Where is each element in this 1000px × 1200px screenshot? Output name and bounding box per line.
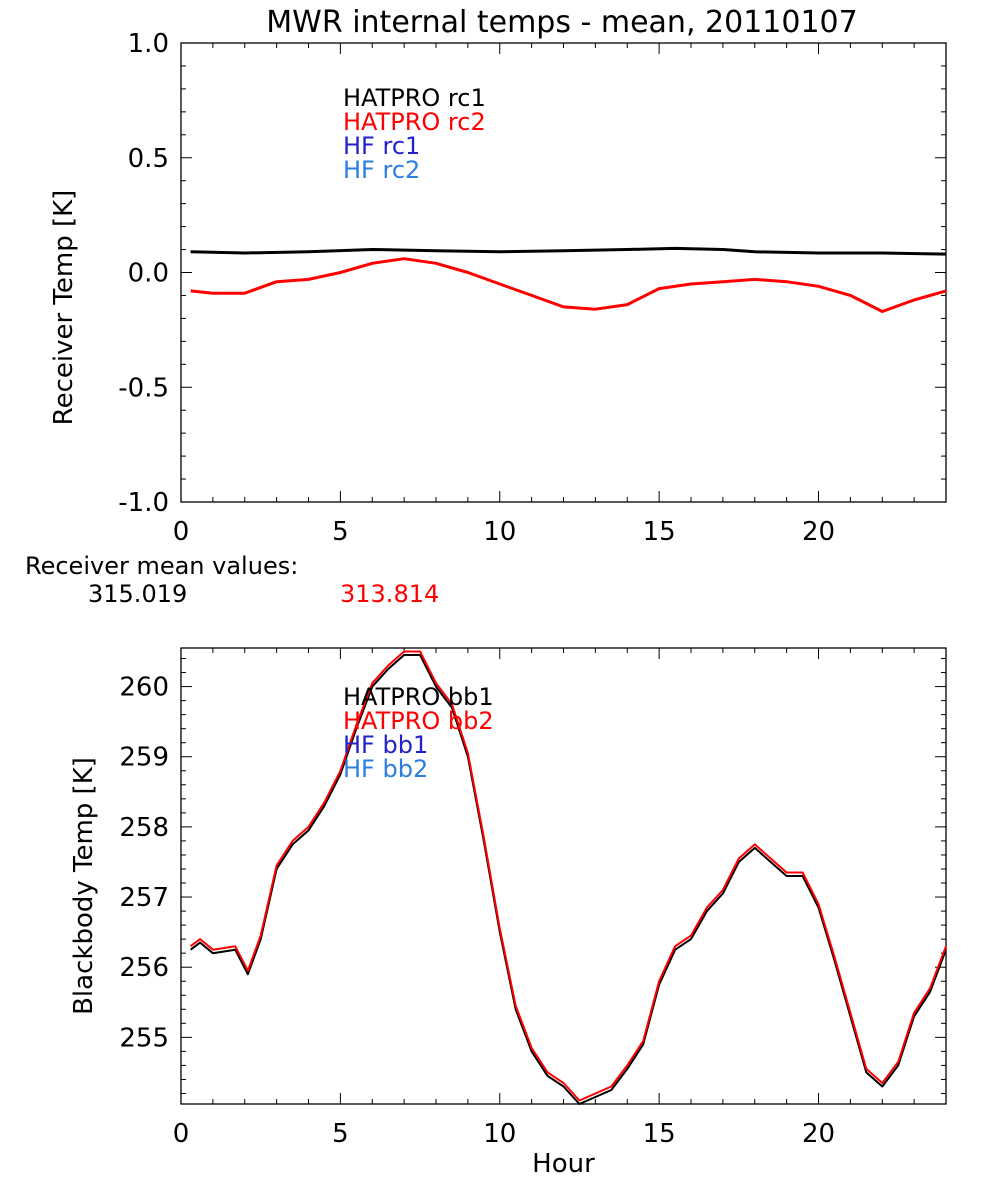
y-tick-label: 258 [119,813,169,843]
y-tick-label: -1.0 [118,488,169,518]
y-tick-label: 257 [119,883,169,913]
plot-frame [180,647,947,1105]
receiver-temp-panel: 0 5 10 15 20 -1.0 -0.5 0.0 0.5 1.0 Receiver Temp [… [49,29,947,547]
plot-frame [180,42,947,503]
x-tick-label: 5 [332,517,349,547]
receiver-mean-rc1: 315.019 [88,580,187,608]
y-tick-label: 0.0 [128,259,169,289]
series-line-2 [190,650,947,1102]
legend-entry: HF rc2 [343,156,420,184]
legend-entry: HATPRO rc2 [343,108,486,136]
x-tick-label: 10 [483,517,516,547]
x-tick-label: 0 [173,517,190,547]
y-axis-label: Receiver Temp [K] [49,190,79,426]
x-tick-label: 5 [332,1119,349,1149]
y-tick-label: 259 [119,743,169,773]
x-tick-label: 15 [643,517,676,547]
x-axis-label: Hour [532,1149,595,1179]
x-tick-label: 20 [802,1119,835,1149]
y-tick-label: 255 [119,1023,169,1053]
x-tick-label: 0 [173,1119,190,1149]
series-line-2 [190,257,947,313]
y-tick-label: 256 [119,953,169,983]
y-axis-label: Blackbody Temp [K] [69,757,99,1015]
receiver-mean-rc2: 313.814 [340,580,439,608]
y-tick-label: 0.5 [128,144,169,174]
receiver-mean-label: Receiver mean values: [25,552,298,580]
legend-entry: HATPRO rc1 [343,84,486,112]
y-tick-label: -0.5 [118,373,169,403]
legend-entry: HF bb1 [343,731,428,759]
series-line-1 [190,246,947,256]
legend-entry: HATPRO bb1 [343,683,494,711]
blackbody-temp-panel: 0 5 10 15 20 255 256 257 258 259 260 Blackbody Temp… [69,647,947,1179]
x-tick-label: 20 [802,517,835,547]
x-tick-label: 15 [643,1119,676,1149]
x-tick-label: 10 [483,1119,516,1149]
chart-title: MWR internal temps - mean, 20110107 [266,5,857,40]
series-line-1 [190,654,947,1105]
legend-entry: HF bb2 [343,755,428,783]
legend-entry: HF rc1 [343,132,420,160]
legend-entry: HATPRO bb2 [343,707,494,735]
y-tick-label: 260 [119,673,169,703]
y-tick-label: 1.0 [128,29,169,59]
